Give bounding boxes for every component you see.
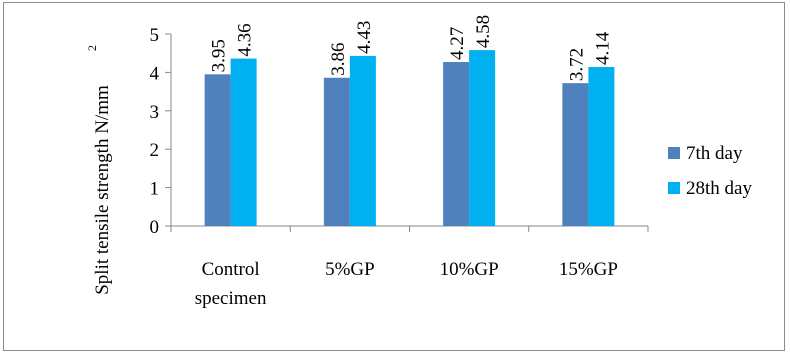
data-label: 4.27 xyxy=(447,27,468,60)
legend-swatch xyxy=(668,182,680,194)
category-labels: Control specimen 5%GP 10%GP 15%GP xyxy=(195,259,618,309)
data-label: 4.43 xyxy=(354,21,375,54)
data-label: 3.86 xyxy=(328,43,349,76)
legend-swatch xyxy=(668,147,680,159)
chart-frame xyxy=(3,2,785,351)
y-axis-title: Split tensile strength N/mm xyxy=(92,85,113,295)
y-axis-title-superscript: 2 xyxy=(85,45,99,51)
y-tick-label: 2 xyxy=(150,140,160,161)
data-label: 4.36 xyxy=(235,23,256,56)
bar-28th-day xyxy=(349,55,376,226)
category-label: 15%GP xyxy=(559,259,618,280)
category-label: 10%GP xyxy=(440,259,499,280)
legend-label: 7th day xyxy=(686,143,743,164)
data-label: 3.72 xyxy=(566,48,587,81)
y-tick-label: 3 xyxy=(150,102,160,123)
category-label: Control xyxy=(202,259,260,280)
y-tick-label: 0 xyxy=(150,217,160,238)
data-label: 3.95 xyxy=(209,39,230,72)
bar-28th-day xyxy=(230,58,257,226)
category-label: 5%GP xyxy=(325,259,375,280)
y-tick-label: 5 xyxy=(150,25,160,46)
data-labels: 3.95 3.86 4.27 3.72 4.36 4.43 4.58 4.14 xyxy=(209,15,614,81)
bar-28th-day xyxy=(469,50,496,227)
bar-7th-day xyxy=(323,77,350,226)
legend: 7th day 28th day xyxy=(668,143,752,199)
bar-7th-day xyxy=(204,74,231,226)
y-axis-title-group: Split tensile strength N/mm 2 xyxy=(85,45,113,295)
data-label: 4.14 xyxy=(592,31,613,65)
bar-7th-day xyxy=(443,62,470,227)
category-label: specimen xyxy=(195,288,267,309)
bars xyxy=(204,50,615,227)
y-tick-label: 1 xyxy=(150,179,160,200)
bar-7th-day xyxy=(562,83,589,226)
data-label: 4.58 xyxy=(473,15,494,48)
legend-label: 28th day xyxy=(686,178,752,199)
y-tick-label: 4 xyxy=(150,63,160,84)
bar-28th-day xyxy=(588,67,615,226)
